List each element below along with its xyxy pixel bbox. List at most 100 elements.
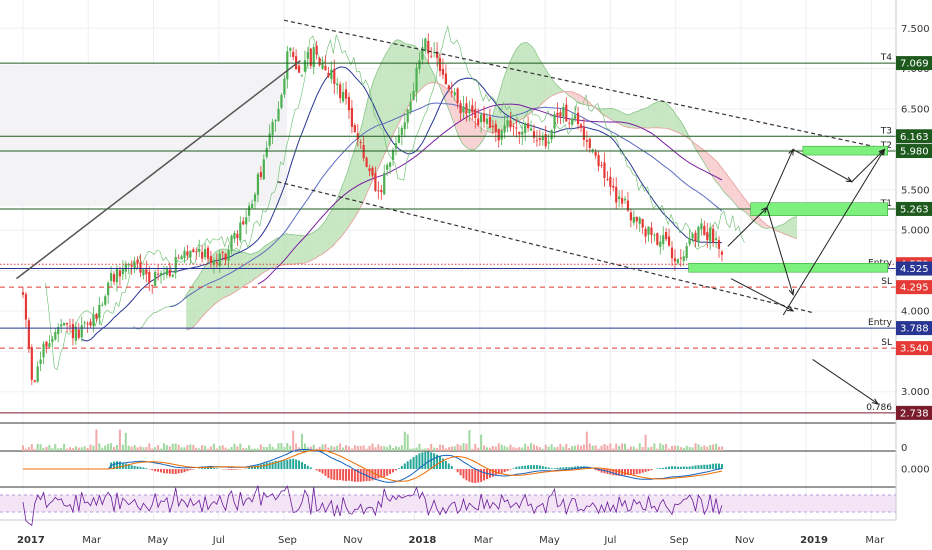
volume-bar: [632, 446, 635, 451]
macd-histogram-bar: [480, 469, 483, 482]
candle-body: [612, 185, 615, 188]
candle-body: [124, 263, 127, 272]
volume-bar: [706, 446, 709, 451]
candle-body: [714, 238, 718, 241]
candle-body: [283, 78, 286, 95]
volume-bar: [242, 447, 245, 451]
volume-bar: [509, 444, 512, 451]
volume-bar: [22, 445, 24, 451]
volume-bar: [389, 444, 392, 451]
candle-body: [250, 203, 254, 209]
macd-histogram-bar: [253, 465, 256, 469]
macd-histogram-bar: [477, 469, 480, 483]
volume-bar: [57, 448, 60, 451]
cloud-segment: [318, 226, 322, 257]
cloud-segment: [620, 111, 624, 127]
macd-histogram-bar: [712, 463, 715, 469]
macd-histogram-bar: [139, 466, 142, 469]
macd-histogram-bar: [509, 469, 512, 470]
candle-body: [198, 248, 201, 252]
candle-body: [374, 173, 377, 191]
candle-body: [471, 105, 474, 113]
volume-bar: [521, 447, 524, 451]
candle-body: [635, 216, 638, 222]
cloud-segment: [206, 259, 210, 312]
indicator-panes: 0 0.000: [0, 422, 930, 527]
volume-bar: [418, 443, 421, 451]
cloud-segment: [274, 238, 278, 268]
cloud-segment: [426, 60, 430, 85]
cloud-segment: [309, 232, 313, 262]
candle-body: [515, 127, 518, 129]
volume-bar: [582, 444, 585, 451]
cloud-segment: [300, 234, 304, 264]
candle-body: [685, 245, 688, 258]
cloud-segment: [544, 67, 548, 102]
cloud-segment: [623, 113, 627, 128]
cloud-segment: [682, 124, 686, 137]
candle-body: [365, 157, 368, 167]
cloud-segment: [374, 71, 378, 178]
macd-histogram-bar: [115, 461, 118, 469]
candle-body: [112, 274, 116, 282]
cloud-segment: [441, 84, 445, 100]
candle-body: [277, 108, 280, 121]
candle-body: [709, 227, 712, 242]
volume-bar: [515, 447, 518, 451]
volume-bar: [280, 443, 283, 451]
volume-bar: [394, 446, 397, 451]
volume-bar: [477, 447, 480, 451]
candle-body: [424, 38, 427, 52]
macd-histogram-bar: [356, 469, 359, 482]
volume-bar: [183, 447, 186, 451]
volume-bar: [306, 447, 309, 451]
price-axis[interactable]: 7.5007.0006.5006.0005.5005.0004.5004.000…: [895, 0, 932, 520]
cloud-segment: [450, 92, 454, 122]
volume-bar: [347, 446, 350, 451]
candle-body: [632, 216, 635, 223]
cloud-segment: [517, 44, 521, 122]
trendline: [277, 181, 813, 314]
volume-bar: [550, 444, 553, 451]
time-axis[interactable]: 2017 Mar May Jul Sep Nov 2018 Mar May Jul Sep Nov 20…: [17, 535, 885, 546]
macd-histogram-bar: [436, 454, 439, 469]
y-tick-label: 4.000: [901, 306, 930, 317]
candle-body: [133, 262, 136, 268]
macd-histogram-bar: [368, 469, 371, 481]
macd-histogram-bar: [230, 469, 233, 471]
macd-histogram-bar: [324, 469, 327, 476]
volume-bar: [230, 447, 233, 451]
volume-bar: [309, 446, 312, 451]
volume-bar: [673, 445, 676, 451]
candle-body: [480, 114, 483, 123]
volume-bar: [221, 445, 224, 451]
candle-body: [21, 292, 25, 295]
macd-histogram-bar: [339, 469, 342, 481]
volume-bar: [456, 444, 459, 451]
candle-body: [588, 138, 591, 148]
volume-bar: [259, 444, 262, 451]
cloud-segment: [782, 223, 786, 235]
volume-bar: [530, 443, 533, 451]
candle-body: [148, 271, 151, 283]
candle-body: [57, 327, 60, 335]
volume-bar: [133, 445, 136, 451]
macd-histogram-bar: [474, 469, 477, 483]
cloud-segment: [468, 115, 472, 150]
macd-histogram-bar: [717, 463, 720, 469]
macd-histogram-bar: [491, 469, 494, 477]
macd-histogram-bar: [386, 469, 389, 476]
macd-histogram-bar: [624, 469, 627, 476]
volume-bar: [54, 444, 57, 451]
macd-histogram-bar: [136, 466, 139, 469]
candle-body: [641, 219, 644, 228]
volume-bar: [474, 443, 477, 451]
target-zone: [802, 145, 888, 156]
candle-body: [386, 164, 389, 170]
cloud-segment: [385, 49, 389, 152]
macd-histogram-bar: [515, 466, 518, 469]
candle-body: [321, 62, 324, 69]
candle-body: [553, 114, 556, 129]
trendline: [283, 19, 888, 151]
volume-bar: [468, 430, 471, 451]
